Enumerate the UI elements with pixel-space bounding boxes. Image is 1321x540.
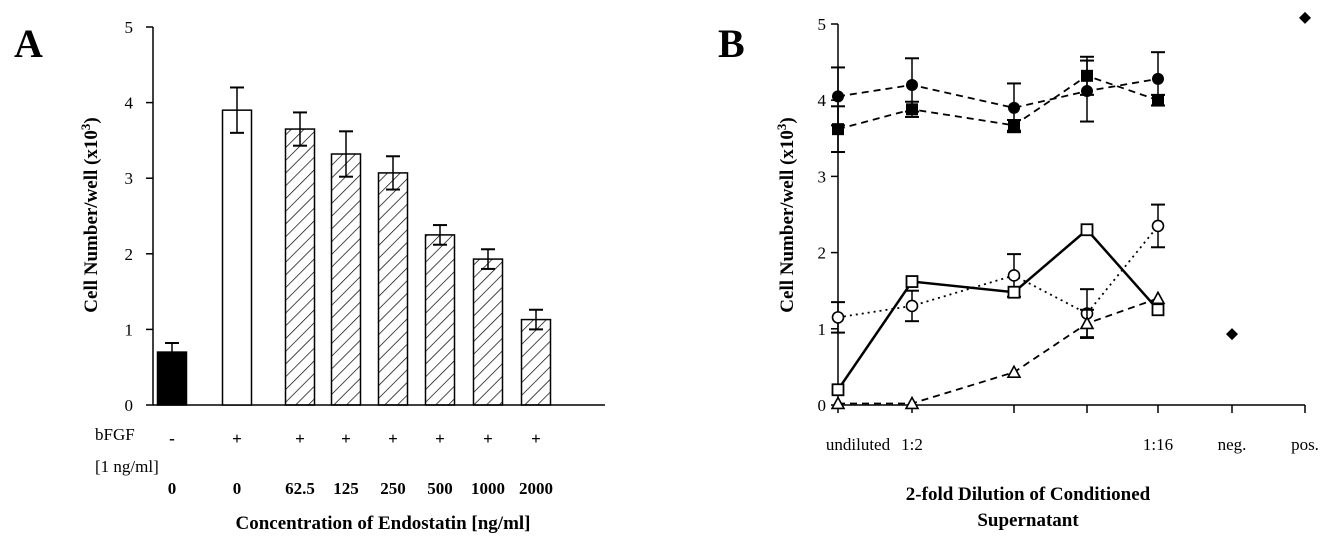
panel-b-point: [1080, 223, 1094, 237]
panel-b-y-tick-label: 2: [818, 244, 827, 263]
panel-a-bfgf-sign: +: [295, 429, 305, 448]
panel-a-y-tick-label: 2: [125, 245, 134, 264]
panel-a-bfgf-sign: +: [531, 429, 541, 448]
panel-a-x-tick-label: 125: [333, 479, 359, 498]
panel-b-series-line: [837, 74, 1159, 131]
panel-a-y-tick-label: 3: [125, 169, 134, 188]
panel-a-x-tick-label: 2000: [519, 479, 553, 498]
panel-b-point: [906, 78, 918, 91]
panel-b-y-tick-label: 3: [818, 167, 827, 186]
panel-b-point: [905, 275, 919, 288]
panel-b-series-line: [837, 77, 1159, 109]
panel-a-bfgf-sign: -: [169, 429, 175, 448]
panel-a-y-tick-label: 1: [125, 320, 134, 339]
panel-b-x-tick-label: pos.: [1291, 435, 1319, 454]
panel-a-ylabel: Cell Number/well (x103): [78, 117, 103, 312]
panel-b-point: [1151, 303, 1165, 317]
panel-a-letter: A: [14, 21, 43, 66]
panel-a-bfgf-label: bFGF: [95, 425, 135, 444]
panel-a-bar: [472, 258, 504, 406]
panel-a-bfgf-conc-label: [1 ng/ml]: [95, 457, 159, 476]
panel-b-point: [1152, 72, 1164, 85]
panel-b-point: [1007, 285, 1021, 299]
panel-b-point: [831, 383, 845, 397]
panel-b-point: [1151, 219, 1165, 233]
panel-a-y-tick-label: 5: [125, 18, 134, 37]
panel-a-bar: [221, 109, 253, 406]
panel-b-point: [1008, 101, 1020, 114]
panel-b-line-chart: 0 1 2 3 4 5 undiluted 1:2 1:16 neg. pos.: [818, 11, 1319, 454]
panel-a-x-tick-label: 62.5: [285, 479, 315, 498]
panel-b-y-tick-label: 5: [818, 15, 827, 34]
panel-a-x-tick-label: 1000: [471, 479, 505, 498]
panel-a-bar: [377, 172, 409, 406]
panel-b-control-point: [1226, 328, 1238, 341]
panel-b-x-tick-label: undiluted: [826, 435, 891, 454]
panel-a-bar: [520, 318, 552, 406]
panel-b-point: [1150, 290, 1166, 305]
panel-b-point: [832, 123, 844, 136]
panel-a-x-tick-label: 0: [233, 479, 242, 498]
panel-a-x-tick-label: 250: [380, 479, 406, 498]
panel-a-bar: [330, 153, 362, 406]
panel-a-xlabel: Concentration of Endostatin [ng/ml]: [235, 513, 530, 534]
panel-b-point: [831, 311, 845, 324]
panel-b-ylabel: Cell Number/well (x103): [774, 117, 799, 312]
panel-a-bar: [284, 128, 316, 406]
panel-b-point: [905, 299, 919, 313]
panel-a-bfgf-sign: +: [341, 429, 351, 448]
panel-a-bfgf-sign: +: [232, 429, 242, 448]
panel-b-point: [1008, 119, 1020, 132]
panel-b-series-line: [838, 297, 1159, 405]
panel-b-point: [832, 90, 844, 103]
panel-b-x-tick-label: 1:2: [901, 435, 923, 454]
panel-b-point: [906, 103, 918, 116]
panel-a-y-tick-label: 4: [125, 94, 134, 113]
panel-a-bar: [424, 234, 456, 406]
panel-b-point: [1081, 69, 1093, 82]
panel-b-y-tick-label: 4: [818, 91, 827, 110]
panel-a-x-tick-label: 500: [427, 479, 453, 498]
panel-a-bfgf-sign: +: [435, 429, 445, 448]
panel-a-bfgf-sign: +: [388, 429, 398, 448]
panel-b-point: [904, 395, 920, 410]
panel-b-y-tick-label: 0: [818, 396, 827, 415]
panel-b-x-tick-label: neg.: [1218, 435, 1247, 454]
panel-b-control-point: [1299, 11, 1311, 24]
panel-b-xlabel-line2: Supernatant: [977, 510, 1079, 531]
panel-b-point: [1007, 269, 1021, 282]
panel-b-series-line: [837, 225, 1159, 319]
panel-b-point: [1006, 364, 1022, 379]
panel-a-y-tick-label: 0: [125, 396, 134, 415]
panel-b-y-tick-label: 1: [818, 320, 827, 339]
panel-b-xlabel-line1: 2-fold Dilution of Conditioned: [906, 484, 1151, 505]
panel-a-x-tick-label: 0: [168, 479, 177, 498]
panel-b-point: [1079, 315, 1095, 330]
panel-b-point: [1152, 94, 1164, 107]
panel-b-point: [830, 395, 846, 410]
panel-b-letter: B: [718, 21, 745, 66]
panel-a-bfgf-sign: +: [483, 429, 493, 448]
panel-b-x-tick-label: 1:16: [1143, 435, 1173, 454]
panel-a-bar-chart: 0 1 2 3 4 5 - 0 +0 +62.5 +125 +250 +500 +1000 +2000: [125, 18, 605, 498]
